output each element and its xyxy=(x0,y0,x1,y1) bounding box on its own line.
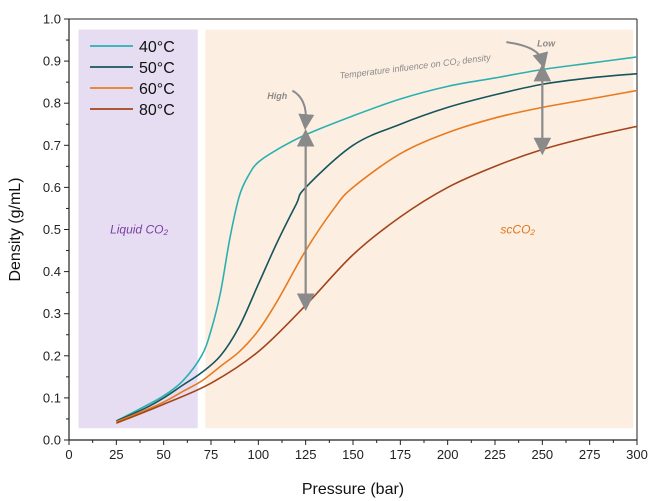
region-label-supercritical: scCO₂ xyxy=(500,223,535,237)
y-tick-label: 0.1 xyxy=(43,390,61,405)
x-tick-label: 125 xyxy=(295,447,317,462)
low-pointer-arrow xyxy=(506,41,549,69)
y-tick-label: 0.9 xyxy=(43,54,61,69)
y-tick-label: 0.2 xyxy=(43,348,61,363)
legend-label: 40°C xyxy=(139,39,175,56)
x-tick-label: 0 xyxy=(65,447,72,462)
y-tick-label: 0.7 xyxy=(43,138,61,153)
series-line-50c xyxy=(116,72,638,422)
legend-label: 60°C xyxy=(139,81,175,98)
y-tick-label: 0.0 xyxy=(43,433,61,448)
region-supercritical xyxy=(205,29,634,429)
region-liquid xyxy=(78,29,198,429)
x-axis-title: Pressure (bar) xyxy=(302,481,404,498)
y-axis-title: Density (g/mL) xyxy=(7,177,24,281)
x-tick-label: 300 xyxy=(626,447,648,462)
x-tick-label: 250 xyxy=(531,447,553,462)
high-label: High xyxy=(267,91,287,101)
legend-label: 80°C xyxy=(139,102,175,119)
y-tick-label: 0.8 xyxy=(43,96,61,111)
x-tick-label: 75 xyxy=(204,447,218,462)
low-label: Low xyxy=(537,38,556,48)
x-tick-label: 275 xyxy=(579,447,601,462)
series-layer xyxy=(115,56,638,424)
axes-layer: 0 25 50 75 100 125 150 175 200 225 250 275 300 0.0 0.1… xyxy=(7,12,648,499)
legend: 40°C 50°C 60°C 80°C xyxy=(90,39,175,119)
regions-layer: Liquid CO₂ scCO₂ xyxy=(78,29,634,429)
x-tick-label: 50 xyxy=(156,447,170,462)
x-tick-label: 200 xyxy=(437,447,459,462)
series-line-60c xyxy=(116,89,638,423)
y-tick-label: 0.6 xyxy=(43,180,61,195)
x-tick-label: 150 xyxy=(342,447,364,462)
series-line-40c xyxy=(115,56,638,422)
x-tick-label: 100 xyxy=(247,447,269,462)
y-tick-label: 1.0 xyxy=(43,12,61,27)
x-tick-label: 175 xyxy=(389,447,411,462)
x-tick-label: 25 xyxy=(109,447,123,462)
y-tick-label: 0.3 xyxy=(43,306,61,321)
x-tick-label: 225 xyxy=(484,447,506,462)
y-tick-label: 0.5 xyxy=(43,222,61,237)
region-label-liquid: Liquid CO₂ xyxy=(110,223,168,237)
legend-label: 50°C xyxy=(139,60,175,77)
high-pointer-arrow xyxy=(291,89,315,131)
y-tick-label: 0.4 xyxy=(43,264,61,279)
